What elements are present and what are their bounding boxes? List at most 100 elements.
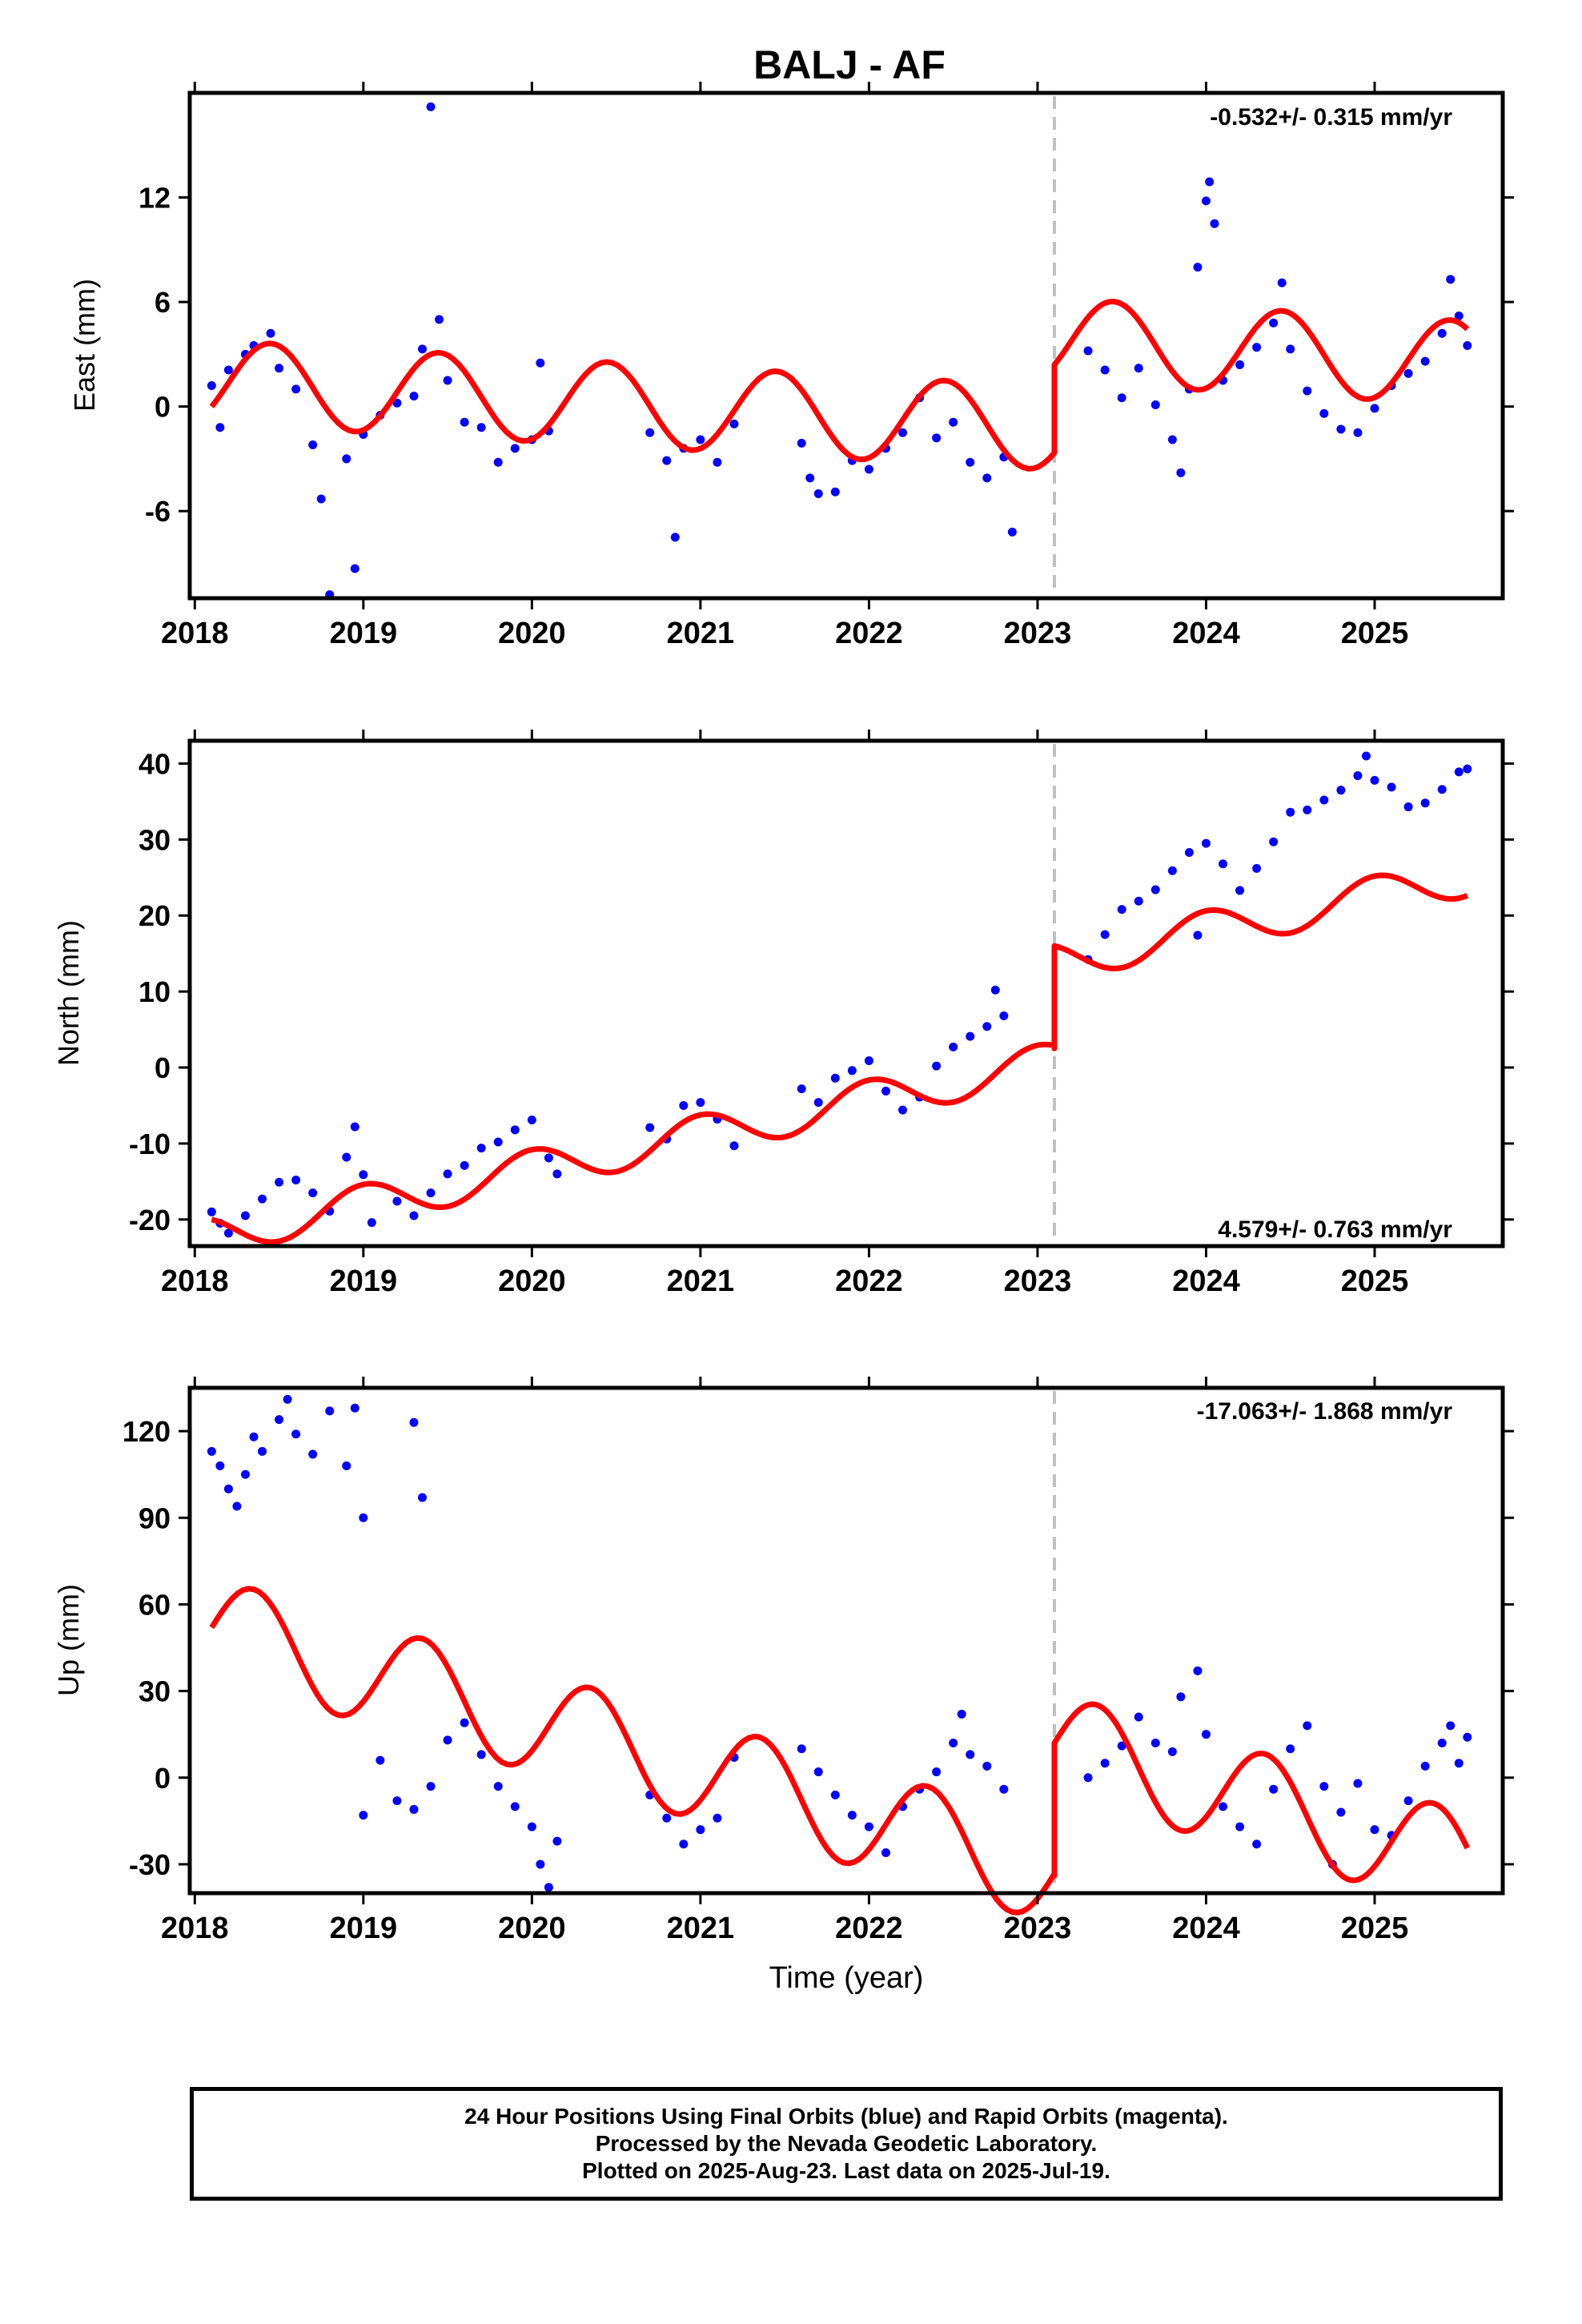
up-point-63: [1269, 1784, 1279, 1794]
up-point-50: [999, 1784, 1009, 1794]
up-data: [207, 1391, 1472, 1916]
north-point-43: [999, 1011, 1009, 1020]
north-point-40: [966, 1031, 975, 1041]
north-point-47: [1134, 896, 1143, 906]
east-point-26: [536, 358, 545, 368]
up-ytick-label-90: 90: [139, 1502, 171, 1534]
east-point-79: [1463, 341, 1472, 350]
north-xtick-label-2018: 2018: [161, 1265, 229, 1298]
up-point-11: [325, 1406, 335, 1416]
north-point-0: [207, 1207, 216, 1216]
north-point-46: [1117, 905, 1126, 915]
east-axes: 2018 2019 2020 2021 2022 2023 2024 2025 -6 0 6 12: [139, 82, 1514, 650]
up-ytick-label-0: 0: [155, 1762, 171, 1795]
up-point-24: [476, 1750, 486, 1759]
east-point-38: [830, 487, 840, 497]
east-point-49: [1007, 527, 1017, 537]
east-point-33: [713, 457, 722, 467]
east-point-50: [1083, 346, 1093, 356]
east-point-66: [1277, 278, 1287, 287]
up-point-40: [847, 1811, 857, 1820]
up-point-52: [1100, 1759, 1110, 1768]
east-panel: 2018 2019 2020 2021 2022 2023 2024 2025 -6 0 6 12 E…: [68, 82, 1514, 650]
up-point-62: [1252, 1839, 1262, 1849]
north-model-curve: [211, 872, 1469, 1245]
north-point-27: [696, 1098, 705, 1108]
up-point-23: [460, 1718, 469, 1727]
north-rate-label: 4.579+/- 0.763 mm/yr: [1218, 1216, 1452, 1243]
up-point-58: [1193, 1666, 1203, 1675]
up-point-6: [258, 1446, 267, 1456]
up-point-45: [932, 1767, 942, 1777]
east-point-1: [215, 423, 225, 432]
north-point-52: [1201, 838, 1211, 848]
up-point-12: [342, 1461, 351, 1470]
up-point-1: [215, 1461, 225, 1470]
east-point-40: [864, 464, 873, 474]
up-point-10: [308, 1449, 318, 1459]
east-data: [207, 96, 1472, 600]
north-xtick-label-2023: 2023: [1004, 1265, 1072, 1298]
north-point-41: [982, 1022, 992, 1031]
time-axis-label: Time (year): [769, 1961, 924, 1995]
north-point-69: [1463, 764, 1472, 774]
up-point-7: [275, 1415, 284, 1425]
east-point-78: [1454, 312, 1464, 321]
north-point-26: [679, 1100, 689, 1110]
east-point-64: [1252, 343, 1262, 352]
east-point-72: [1370, 404, 1379, 413]
east-xtick-label-2018: 2018: [161, 617, 229, 650]
up-point-4: [240, 1470, 250, 1479]
north-point-38: [932, 1061, 942, 1071]
east-point-29: [662, 456, 672, 465]
up-xtick-label-2021: 2021: [667, 1912, 735, 1945]
east-point-77: [1446, 275, 1456, 284]
up-point-5: [249, 1432, 259, 1441]
up-point-48: [966, 1750, 975, 1759]
east-xtick-label-2020: 2020: [498, 617, 566, 650]
north-ytick-label-40: 40: [139, 747, 171, 780]
east-point-0: [207, 381, 216, 391]
north-point-68: [1454, 767, 1464, 777]
north-point-19: [493, 1137, 503, 1147]
up-point-72: [1403, 1796, 1413, 1806]
east-point-37: [813, 489, 823, 498]
north-ytick-label-20: 20: [139, 899, 171, 932]
up-point-13: [350, 1403, 359, 1413]
east-point-46: [966, 457, 975, 467]
caption-line-2: Processed by the Nevada Geodetic Laborat…: [595, 2131, 1098, 2156]
east-point-70: [1336, 424, 1346, 434]
caption-line-1: 24 Hour Positions Using Final Orbits (bl…: [464, 2104, 1228, 2129]
east-point-5: [266, 328, 275, 338]
up-xtick-label-2019: 2019: [330, 1912, 398, 1945]
east-point-35: [797, 438, 806, 448]
up-rate-label: -17.063+/- 1.868 mm/yr: [1197, 1398, 1453, 1425]
up-point-33: [679, 1839, 689, 1849]
east-point-24: [510, 444, 520, 453]
up-point-27: [527, 1822, 536, 1831]
east-point-2: [223, 365, 233, 375]
east-point-22: [476, 423, 486, 432]
north-point-50: [1184, 847, 1194, 857]
north-xtick-label-2021: 2021: [667, 1265, 735, 1298]
north-point-58: [1303, 805, 1312, 814]
north-point-30: [797, 1084, 806, 1094]
east-point-55: [1167, 435, 1177, 444]
north-point-21: [527, 1115, 536, 1124]
up-point-28: [536, 1860, 545, 1869]
east-point-15: [392, 398, 402, 408]
north-point-15: [426, 1188, 436, 1198]
east-ytick-label-12: 12: [139, 182, 171, 215]
east-point-53: [1134, 364, 1143, 373]
north-point-39: [949, 1042, 958, 1051]
north-point-67: [1437, 785, 1447, 794]
north-point-45: [1100, 930, 1110, 939]
east-point-32: [696, 435, 705, 444]
east-point-11: [342, 454, 351, 464]
north-point-54: [1235, 886, 1245, 895]
up-point-59: [1201, 1730, 1211, 1739]
east-point-19: [435, 315, 444, 324]
up-point-17: [359, 1811, 368, 1820]
east-point-12: [350, 564, 359, 573]
north-point-42: [990, 985, 1000, 995]
